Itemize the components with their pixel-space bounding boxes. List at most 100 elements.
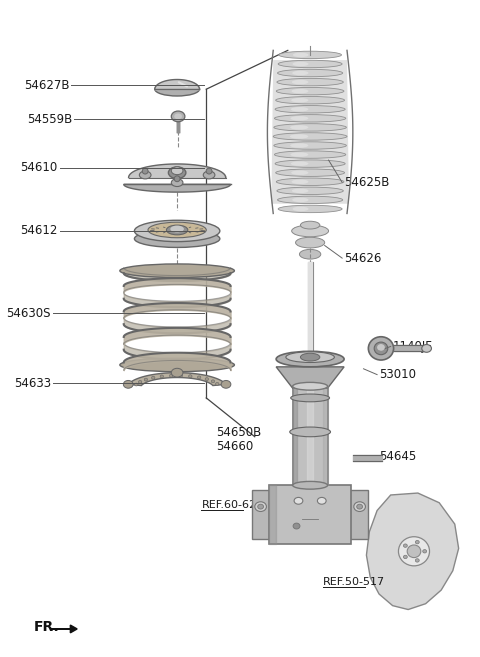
Ellipse shape <box>274 124 347 131</box>
Text: 54660: 54660 <box>216 440 253 453</box>
Ellipse shape <box>120 264 234 277</box>
Ellipse shape <box>293 523 300 529</box>
Ellipse shape <box>275 106 345 113</box>
Ellipse shape <box>273 133 347 140</box>
Ellipse shape <box>179 374 182 377</box>
Ellipse shape <box>292 198 309 202</box>
Text: 1140JF: 1140JF <box>393 340 432 353</box>
Ellipse shape <box>290 152 308 157</box>
Ellipse shape <box>292 189 309 193</box>
Ellipse shape <box>291 98 308 102</box>
Ellipse shape <box>123 380 133 388</box>
Ellipse shape <box>291 162 308 166</box>
Ellipse shape <box>415 541 419 544</box>
Ellipse shape <box>277 187 343 194</box>
Ellipse shape <box>290 427 331 437</box>
Text: 54645: 54645 <box>379 449 416 463</box>
Text: FR.: FR. <box>34 620 59 634</box>
Ellipse shape <box>291 394 330 402</box>
Ellipse shape <box>142 168 148 174</box>
Ellipse shape <box>221 380 231 388</box>
Ellipse shape <box>293 382 327 390</box>
Text: 54633: 54633 <box>14 377 51 390</box>
Ellipse shape <box>317 497 326 504</box>
Ellipse shape <box>138 380 142 383</box>
Ellipse shape <box>160 375 164 378</box>
Ellipse shape <box>139 171 151 179</box>
Ellipse shape <box>203 171 215 179</box>
Ellipse shape <box>174 114 182 120</box>
Ellipse shape <box>189 374 192 378</box>
Ellipse shape <box>415 558 419 562</box>
Ellipse shape <box>277 78 343 86</box>
Ellipse shape <box>277 70 343 77</box>
Ellipse shape <box>155 82 200 96</box>
Ellipse shape <box>170 225 184 233</box>
Ellipse shape <box>171 179 183 187</box>
Ellipse shape <box>422 344 432 352</box>
Ellipse shape <box>152 376 155 379</box>
Ellipse shape <box>134 383 138 386</box>
Ellipse shape <box>398 537 430 566</box>
Ellipse shape <box>258 504 264 509</box>
Ellipse shape <box>120 358 234 372</box>
Ellipse shape <box>300 250 321 259</box>
Text: 54612: 54612 <box>20 225 58 237</box>
Text: 54627B: 54627B <box>24 79 70 92</box>
Ellipse shape <box>423 550 427 553</box>
Text: 54650B: 54650B <box>216 426 261 440</box>
Ellipse shape <box>255 502 266 512</box>
Polygon shape <box>124 185 230 192</box>
Ellipse shape <box>276 87 344 95</box>
Ellipse shape <box>357 504 362 509</box>
Ellipse shape <box>290 134 308 139</box>
Ellipse shape <box>354 502 365 512</box>
Ellipse shape <box>291 89 309 93</box>
Polygon shape <box>276 367 344 388</box>
Ellipse shape <box>276 351 344 367</box>
Ellipse shape <box>171 111 185 122</box>
Ellipse shape <box>134 220 220 242</box>
Polygon shape <box>269 486 351 543</box>
Ellipse shape <box>171 167 183 175</box>
Ellipse shape <box>290 125 308 129</box>
Polygon shape <box>271 60 349 204</box>
Text: 54559B: 54559B <box>27 113 72 125</box>
Ellipse shape <box>216 382 219 386</box>
Text: REF.50-517: REF.50-517 <box>323 578 385 587</box>
Ellipse shape <box>144 378 147 381</box>
Ellipse shape <box>296 237 324 248</box>
Ellipse shape <box>278 205 342 213</box>
Text: 54610: 54610 <box>21 162 58 174</box>
Ellipse shape <box>211 380 215 383</box>
Ellipse shape <box>300 353 320 361</box>
Polygon shape <box>349 490 368 539</box>
Ellipse shape <box>300 221 320 229</box>
Ellipse shape <box>290 116 308 121</box>
Ellipse shape <box>206 168 212 174</box>
Ellipse shape <box>292 62 309 66</box>
Ellipse shape <box>275 114 346 122</box>
Ellipse shape <box>403 555 408 558</box>
Text: REF.60-624: REF.60-624 <box>202 500 264 510</box>
Ellipse shape <box>290 143 308 148</box>
Ellipse shape <box>148 222 206 238</box>
Ellipse shape <box>274 142 347 149</box>
Ellipse shape <box>278 60 342 68</box>
Ellipse shape <box>276 178 344 185</box>
FancyArrow shape <box>51 625 77 633</box>
Ellipse shape <box>368 337 394 360</box>
Ellipse shape <box>407 545 421 558</box>
Ellipse shape <box>174 176 180 182</box>
Text: 54626: 54626 <box>344 252 382 265</box>
Ellipse shape <box>294 497 303 504</box>
Text: 54625B: 54625B <box>344 176 389 189</box>
Ellipse shape <box>276 169 345 177</box>
Ellipse shape <box>168 167 186 179</box>
Ellipse shape <box>292 225 329 237</box>
Polygon shape <box>252 490 271 539</box>
Ellipse shape <box>292 71 309 76</box>
Ellipse shape <box>291 170 308 175</box>
Ellipse shape <box>374 342 388 355</box>
Ellipse shape <box>403 544 408 547</box>
